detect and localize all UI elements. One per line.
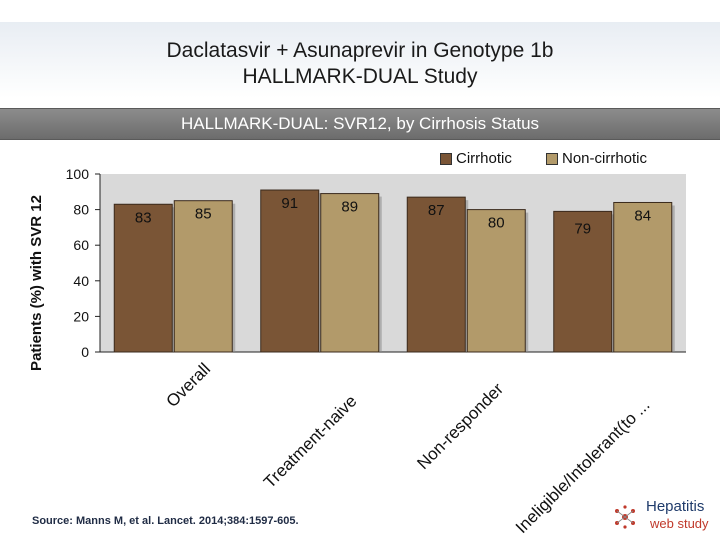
hepatitis-logo: Hepatitis web study	[610, 498, 714, 536]
category-label: Treatment-naive	[260, 391, 361, 492]
bar-cirrhotic	[113, 203, 173, 353]
bar-cirrhotic	[260, 189, 320, 353]
logo-text-hepatitis: Hepatitis	[646, 498, 705, 515]
page-title-line1: Daclatasvir + Asunaprevir in Genotype 1b	[166, 39, 554, 62]
bar-value-label: 80	[488, 215, 505, 232]
legend-swatch-non-cirrhotic	[546, 153, 558, 165]
y-tick-label: 0	[81, 344, 89, 360]
title-band	[0, 22, 720, 98]
liver-icon	[615, 505, 635, 529]
logo-text-web-study: web study	[650, 516, 709, 531]
y-tick-label: 60	[73, 237, 89, 253]
bar-value-label: 84	[634, 207, 651, 224]
y-tick-label: 20	[73, 308, 89, 324]
y-axis-label: Patients (%) with SVR 12	[28, 195, 45, 371]
bar-non-cirrhotic	[173, 200, 233, 353]
bar-cirrhotic	[553, 210, 613, 353]
chart-subtitle: HALLMARK-DUAL: SVR12, by Cirrhosis Statu…	[180, 114, 540, 133]
bar-cirrhotic	[406, 196, 466, 353]
bar-value-label: 87	[428, 202, 445, 219]
y-tick-label: 80	[73, 202, 89, 218]
bar-non-cirrhotic	[613, 201, 673, 353]
legend-swatch-cirrhotic	[440, 153, 452, 165]
page-title: Daclatasvir + Asunaprevir in Genotype 1b…	[0, 38, 720, 90]
bar-value-label: 89	[341, 199, 358, 216]
bar-non-cirrhotic	[466, 209, 526, 353]
bar-non-cirrhotic	[320, 193, 380, 353]
page-title-line2: HALLMARK-DUAL Study	[242, 65, 478, 88]
bar-value-label: 91	[281, 195, 298, 212]
category-label: Overall	[163, 359, 215, 411]
y-tick-label: 100	[66, 166, 90, 182]
subtitle-bar: HALLMARK-DUAL: SVR12, by Cirrhosis Statu…	[0, 108, 720, 140]
bar-value-label: 83	[135, 209, 152, 226]
category-label: Non-responder	[413, 379, 507, 473]
legend-label-cirrhotic: Cirrhotic	[456, 150, 512, 167]
source-citation: Source: Manns M, et al. Lancet. 2014;384…	[32, 515, 299, 527]
bar-value-label: 85	[195, 206, 212, 223]
bar-value-label: 79	[574, 220, 591, 237]
legend-label-non-cirrhotic: Non-cirrhotic	[562, 150, 648, 167]
y-tick-label: 40	[73, 273, 89, 289]
